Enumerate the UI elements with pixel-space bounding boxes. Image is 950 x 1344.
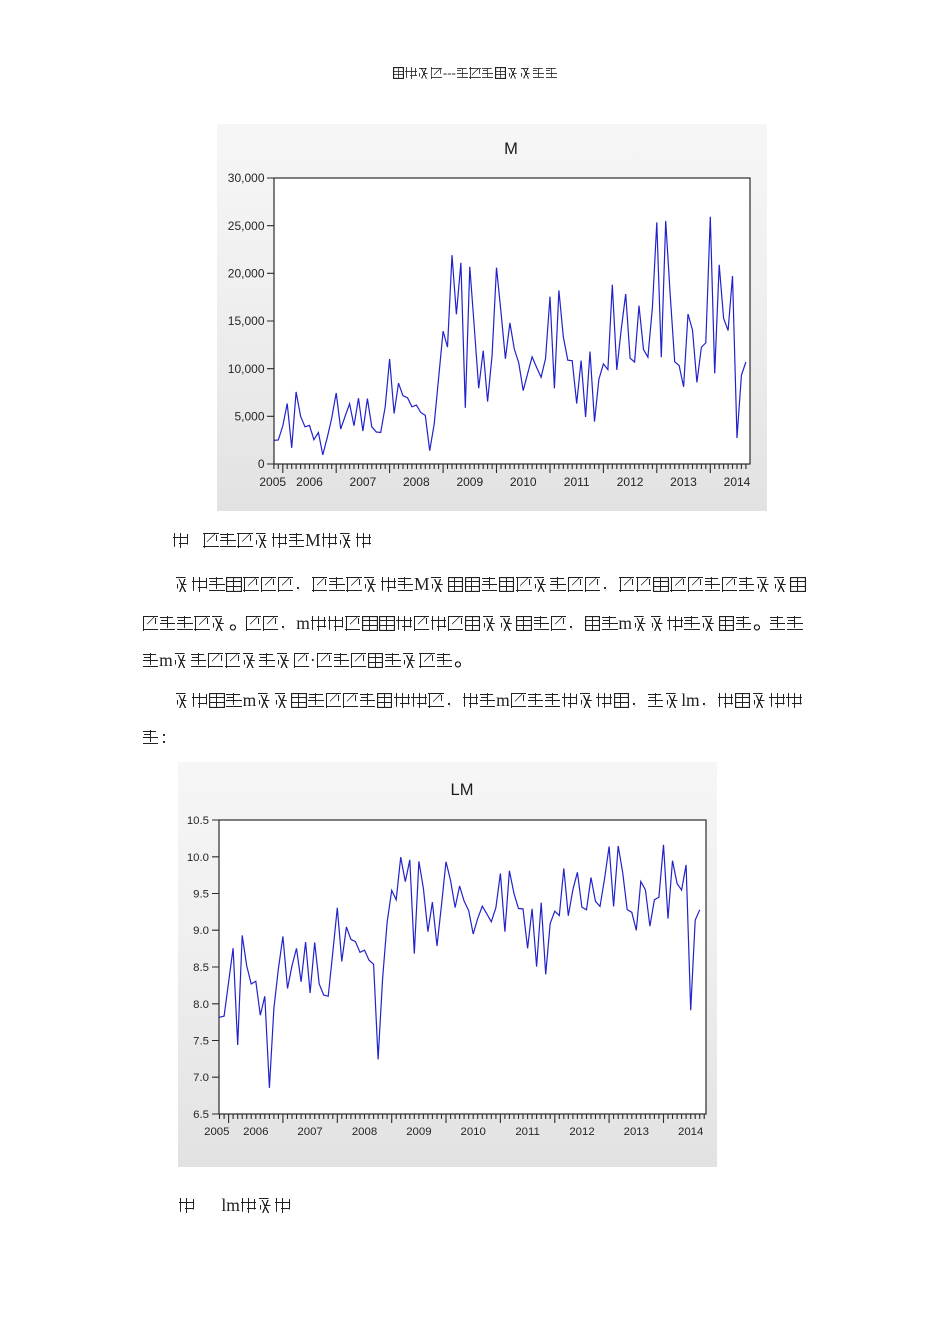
svg-text:2007: 2007 bbox=[297, 1126, 322, 1138]
svg-text:2008: 2008 bbox=[403, 475, 430, 489]
svg-text:25,000: 25,000 bbox=[228, 219, 265, 233]
svg-text:2005: 2005 bbox=[259, 475, 286, 489]
svg-text:2010: 2010 bbox=[510, 475, 537, 489]
svg-text:9.0: 9.0 bbox=[193, 925, 209, 937]
svg-text:2013: 2013 bbox=[670, 475, 697, 489]
svg-text:2013: 2013 bbox=[624, 1126, 649, 1138]
svg-text:30,000: 30,000 bbox=[228, 171, 265, 185]
svg-text:8.0: 8.0 bbox=[193, 999, 209, 1011]
svg-text:2005: 2005 bbox=[204, 1126, 229, 1138]
svg-text:2007: 2007 bbox=[350, 475, 377, 489]
svg-text:2009: 2009 bbox=[406, 1126, 431, 1138]
svg-text:7.0: 7.0 bbox=[193, 1072, 209, 1084]
svg-text:2006: 2006 bbox=[243, 1126, 268, 1138]
svg-text:2012: 2012 bbox=[569, 1126, 594, 1138]
svg-text:8.5: 8.5 bbox=[193, 962, 209, 974]
svg-text:9.5: 9.5 bbox=[193, 889, 209, 901]
svg-text:2014: 2014 bbox=[678, 1126, 703, 1138]
svg-text:2011: 2011 bbox=[515, 1126, 540, 1138]
svg-text:15,000: 15,000 bbox=[228, 314, 265, 328]
svg-text:10.5: 10.5 bbox=[187, 815, 209, 827]
svg-text:6.5: 6.5 bbox=[193, 1109, 209, 1121]
svg-text:2014: 2014 bbox=[724, 475, 751, 489]
svg-text:0: 0 bbox=[258, 457, 265, 471]
svg-text:2009: 2009 bbox=[456, 475, 483, 489]
svg-text:5,000: 5,000 bbox=[234, 410, 264, 424]
svg-text:2010: 2010 bbox=[461, 1126, 486, 1138]
svg-text:10,000: 10,000 bbox=[228, 362, 265, 376]
svg-text:7.5: 7.5 bbox=[193, 1036, 209, 1048]
svg-text:20,000: 20,000 bbox=[228, 267, 265, 281]
svg-text:2012: 2012 bbox=[617, 475, 644, 489]
svg-text:2011: 2011 bbox=[564, 475, 590, 489]
svg-text:LM: LM bbox=[451, 781, 474, 799]
svg-text:10.0: 10.0 bbox=[187, 852, 209, 864]
svg-text:2006: 2006 bbox=[296, 475, 323, 489]
svg-text:2008: 2008 bbox=[352, 1126, 377, 1138]
svg-text:M: M bbox=[504, 140, 518, 158]
